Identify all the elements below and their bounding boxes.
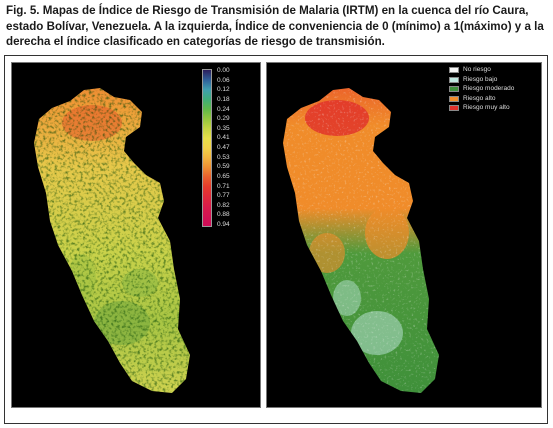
legend-label: Riesgo moderado (463, 85, 515, 93)
colorbar-tick-label: 0.41 (217, 134, 230, 142)
colorbar-tick-label: 0.82 (217, 201, 230, 209)
legend-swatch (449, 76, 459, 83)
colorbar-tick-label: 0.06 (217, 76, 230, 84)
basin-map-continuous (34, 88, 190, 393)
legend-swatch (449, 67, 459, 73)
colorbar-tick-label: 0.77 (217, 192, 230, 200)
legend-label: Riesgo alto (463, 94, 496, 102)
colorbar-tick-label: 0.00 (217, 67, 230, 74)
colorbar-tick-label: 0.59 (217, 163, 230, 171)
colorbar-tick-label: 0.71 (217, 182, 230, 190)
colorbar-tick-label: 0.94 (217, 221, 230, 228)
colorbar-tick-label: 0.47 (217, 144, 230, 151)
figure-caption: Fig. 5. Mapas de Índice de Riesgo de Tra… (6, 4, 544, 48)
legend-label: No riesgo (463, 66, 491, 73)
colorbar-tick-label: 0.65 (217, 172, 230, 180)
legend-label: Riesgo muy alto (463, 104, 510, 112)
colorbar-tick-label: 0.18 (217, 95, 230, 103)
classified-risk-map-panel: No riesgo Riesgo bajo Riesgo moderado Ri… (266, 62, 542, 408)
colorbar (202, 69, 212, 227)
legend-label: Riesgo bajo (463, 75, 498, 83)
colorbar-tick-label: 0.12 (217, 86, 230, 94)
colorbar-tick-label: 0.88 (217, 211, 230, 219)
legend-swatch (449, 105, 459, 112)
colorbar-tick-label: 0.24 (217, 105, 230, 113)
basin-map-classified (283, 88, 439, 393)
colorbar-tick-label: 0.53 (217, 153, 230, 161)
legend-swatch (449, 95, 459, 102)
colorbar-tick-label: 0.29 (217, 115, 230, 123)
colorbar-tick-label: 0.35 (217, 124, 230, 132)
legend-swatch (449, 86, 459, 93)
continuous-index-map-panel: 0.00 0.06 0.12 0.18 0.24 0.29 0.35 0.41 0.47 0.53… (11, 62, 261, 408)
